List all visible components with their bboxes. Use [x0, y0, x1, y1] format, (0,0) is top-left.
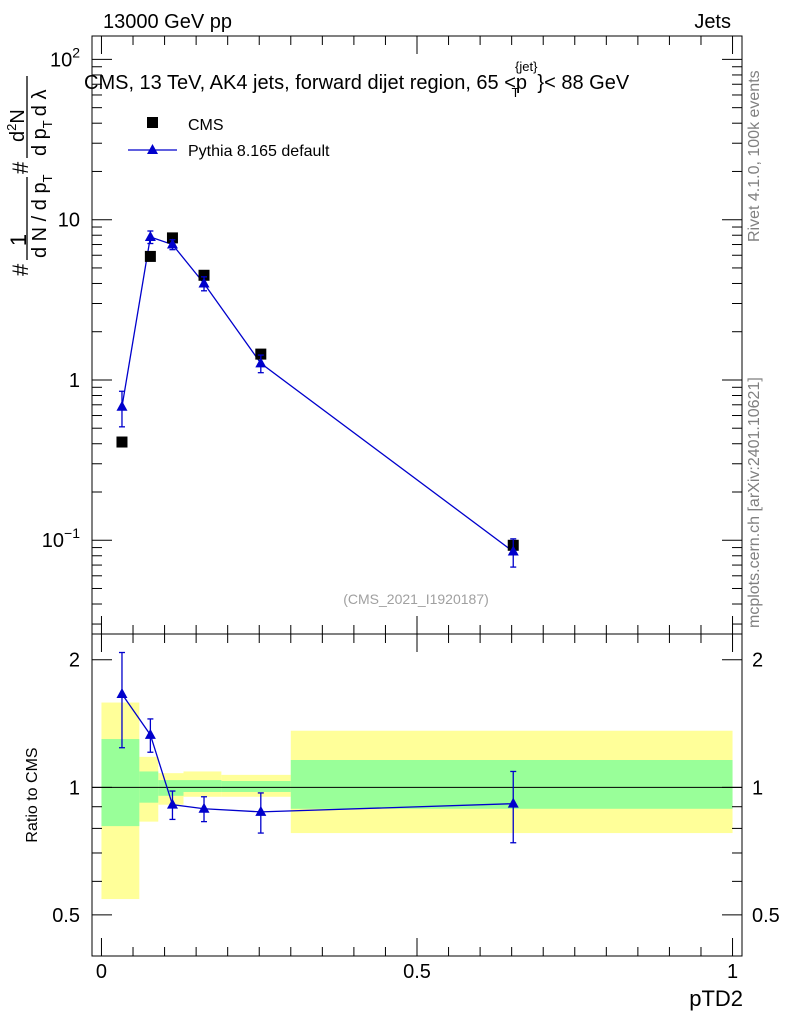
mcplots-label: mcplots.cern.ch [arXiv:2401.10621]: [746, 377, 763, 628]
ratio-mc-point: [166, 798, 178, 809]
ratio-mc-point: [116, 688, 128, 699]
main-y-tick-label: 1: [69, 370, 80, 392]
ratio-mc-point: [507, 797, 519, 808]
ylabel-frac2-den-text: d p: [29, 128, 51, 156]
legend-cms-label: CMS: [188, 117, 224, 134]
main-y-tick-label-exp: 2: [72, 44, 80, 60]
ratio-mc-point: [255, 805, 267, 816]
ylabel-frac2-den: d pTd λ: [29, 90, 55, 156]
legend-cms-marker: [147, 117, 158, 128]
ratio-y-tick-label-right: 2: [752, 650, 763, 672]
ratio-band-inner: [221, 780, 291, 792]
ylabel-frac2-den-sub: T: [40, 120, 55, 128]
main-y-tick-label: 10−1: [42, 525, 80, 552]
main-y-tick-label-base: 10: [42, 530, 64, 552]
ylabel-frac1-den-text: d N / d p: [29, 182, 51, 258]
plot-title: CMS, 13 TeV, AK4 jets, forward dijet reg…: [84, 59, 630, 100]
analysis-watermark: (CMS_2021_I1920187): [343, 591, 489, 607]
mc-line: [121, 236, 514, 553]
ratio-chart-marks: [116, 651, 519, 844]
plot-title-p: p: [516, 72, 527, 94]
main-y-tick-label-base: 10: [50, 49, 72, 71]
ylabel-frac2-num-d: d: [7, 131, 29, 142]
cms-point: [198, 269, 210, 281]
ratio-y-tick-label-left: 1: [69, 777, 80, 799]
ratio-band-inner: [183, 780, 222, 792]
main-y-tick-label: 10: [58, 210, 80, 232]
ratio-y-tick-label-left: 2: [69, 650, 80, 672]
x-tick-label: 0.5: [403, 961, 431, 983]
ratio-y-tick-labels: 0.5 0.5 1 1 2 2: [52, 650, 780, 927]
main-ticks: [92, 36, 742, 634]
ratio-y-tick-label-left: 0.5: [52, 905, 80, 927]
plot-title-suffix: }< 88 GeV: [537, 72, 629, 94]
header-left: 13000 GeV pp: [103, 11, 232, 33]
x-tick-labels: 0 0.5 1: [96, 961, 738, 983]
cms-point: [166, 232, 178, 244]
mc-point: [144, 230, 156, 241]
ratio-band-inner: [158, 780, 184, 796]
ratio-ticks: [92, 634, 742, 956]
ylabel-frac2-num-n: N: [7, 109, 29, 123]
mc-point: [166, 238, 178, 249]
legend: CMS Pythia 8.165 default: [128, 117, 330, 160]
cms-point: [255, 348, 267, 360]
ylabel-frac1-den-sub: T: [40, 174, 55, 182]
legend-mc-label: Pythia 8.165 default: [188, 143, 330, 160]
plot-title-sub: T: [511, 85, 519, 100]
ratio-y-tick-label-right: 0.5: [752, 905, 780, 927]
mc-point: [255, 357, 267, 368]
x-tick-label: 1: [727, 961, 738, 983]
ratio-mc-line: [121, 693, 514, 813]
ylabel-frac2-num-sup: 2: [4, 124, 19, 131]
plot-title-prefix: CMS, 13 TeV, AK4 jets, forward dijet reg…: [84, 72, 516, 94]
ratio-y-axis-label: Ratio to CMS: [24, 747, 41, 842]
ratio-band-inner: [101, 739, 140, 827]
main-y-tick-label-base: 10: [58, 210, 80, 232]
main-y-tick-label-exp: −1: [64, 525, 80, 541]
ylabel-frac1-den: d N / d pT: [29, 174, 55, 258]
mc-point: [116, 400, 128, 411]
x-tick-label: 0: [96, 961, 107, 983]
mc-point: [198, 277, 210, 288]
rivet-version-label: Rivet 4.1.0, 100k events: [746, 70, 763, 242]
ylabel-frac2-den-lambda: d λ: [29, 90, 51, 117]
main-y-tick-label: 102: [50, 44, 80, 71]
ylabel-frac1-num: 1: [6, 234, 31, 246]
ratio-uncertainty-bands: [92, 702, 742, 900]
mc-point: [507, 545, 519, 556]
ylabel-hash-2: #: [8, 161, 33, 174]
ylabel-frac2-num: d2N: [4, 109, 29, 142]
ratio-mc-point: [198, 802, 210, 813]
ylabel-hash-1: #: [8, 263, 33, 276]
main-y-tick-label-base: 1: [69, 370, 80, 392]
cms-point: [144, 250, 156, 262]
x-axis-label: pTD2: [689, 986, 743, 1011]
ratio-y-tick-label-right: 1: [752, 777, 763, 799]
legend-mc-marker: [147, 144, 158, 154]
ratio-mc-point: [144, 728, 156, 739]
main-y-axis-label: # 1 d N / d pT # d2N d pTd λ: [4, 76, 55, 276]
cms-point: [116, 436, 128, 448]
header-right: Jets: [694, 11, 731, 33]
plot-title-sup: {jet}: [515, 59, 538, 74]
main-chart-marks: [116, 230, 519, 568]
